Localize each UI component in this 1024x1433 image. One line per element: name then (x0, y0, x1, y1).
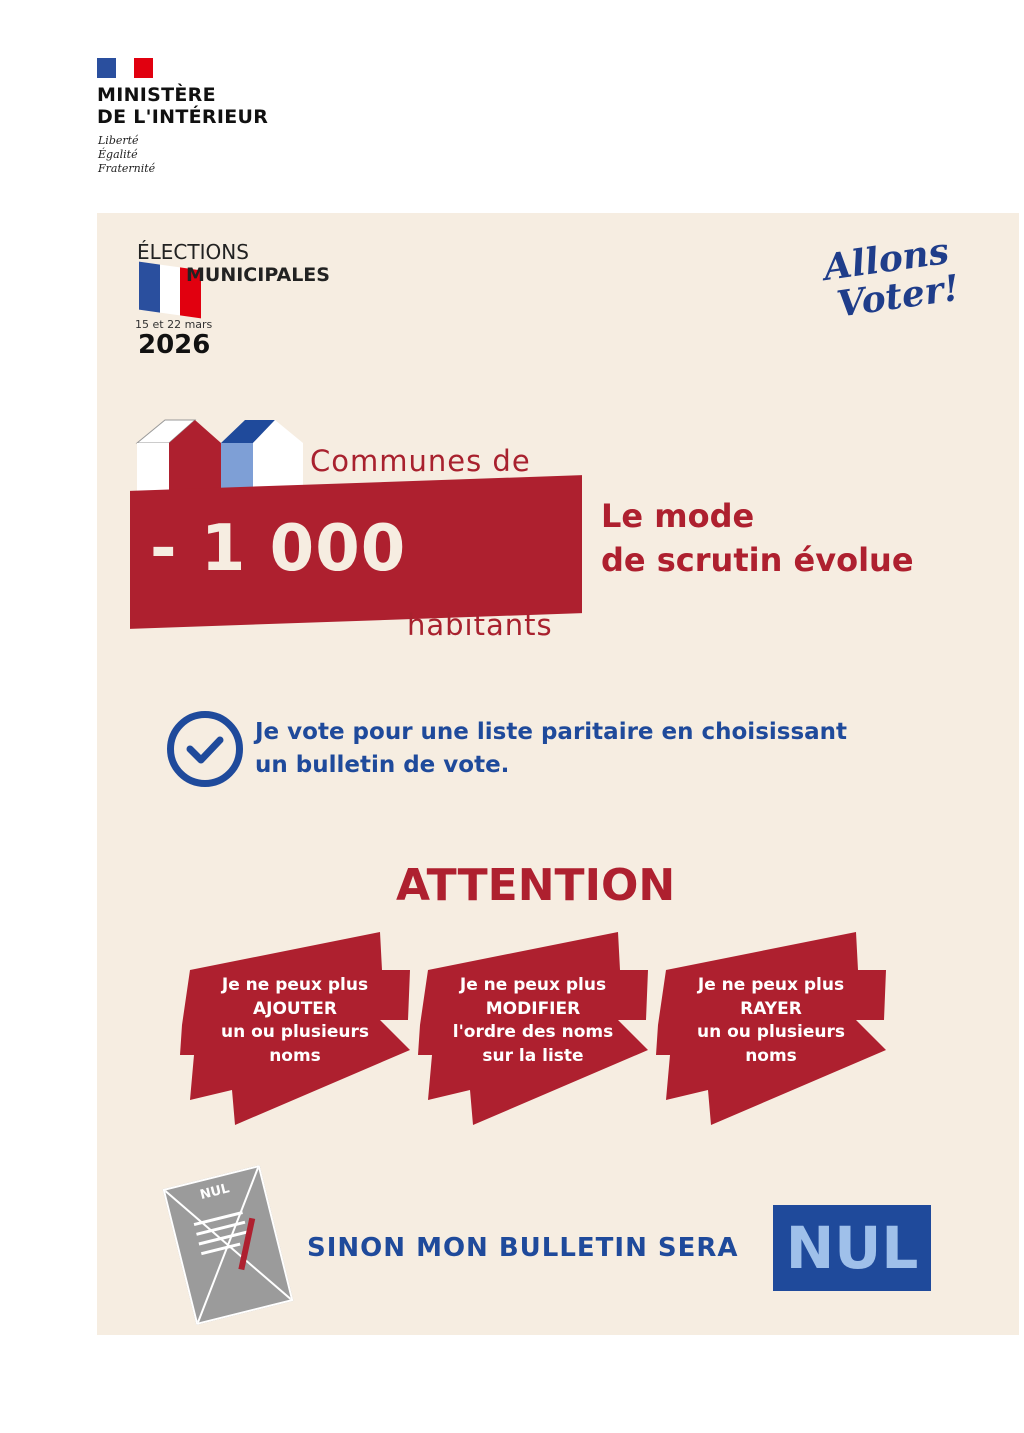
void-ballot-icon: NUL (162, 1164, 294, 1326)
warning-text: SINON MON BULLETIN SERA (307, 1233, 739, 1263)
attention-title: ATTENTION (396, 860, 676, 911)
habitants-label: habitants (407, 608, 553, 642)
ribbon-text: Je ne peux plus AJOUTER un ou plusieurs nom… (220, 975, 369, 1066)
municipales-label: MUNICIPALES (186, 264, 330, 286)
election-year: 2026 (138, 330, 211, 360)
devise: Liberté Égalité Fraternité (98, 134, 156, 175)
mode-scrutin-title: Le mode de scrutin évolue (601, 497, 914, 579)
vote-instruction: Je vote pour une liste paritaire en choi… (255, 719, 848, 778)
check-circle-icon (167, 711, 243, 787)
ribbon-ajouter: Je ne peux plus AJOUTER un ou plusieurs nom… (180, 930, 410, 1130)
communes-label: Communes de (310, 444, 531, 478)
ministry-name: MINISTÈRE DE L'INTÉRIEUR (97, 84, 269, 128)
nul-badge: NUL (773, 1205, 931, 1291)
republique-logo-flag (97, 58, 154, 78)
houses-icon (135, 419, 303, 505)
ribbon-rayer: Je ne peux plus RAYER un ou plusieurs noms (656, 930, 886, 1130)
election-dates: 15 et 22 mars (135, 318, 213, 331)
ribbon-text: Je ne peux plus RAYER un ou plusieurs noms (696, 975, 845, 1066)
elections-label: ÉLECTIONS (137, 240, 249, 264)
ribbon-modifier: Je ne peux plus MODIFIER l'ordre des noms s… (418, 930, 648, 1130)
population-threshold: - 1 000 (150, 512, 407, 586)
poster-panel (97, 213, 1019, 1335)
ribbon-text: Je ne peux plus MODIFIER l'ordre des noms s… (452, 975, 614, 1066)
allons-voter-logo: Allons Voter! (821, 230, 962, 326)
